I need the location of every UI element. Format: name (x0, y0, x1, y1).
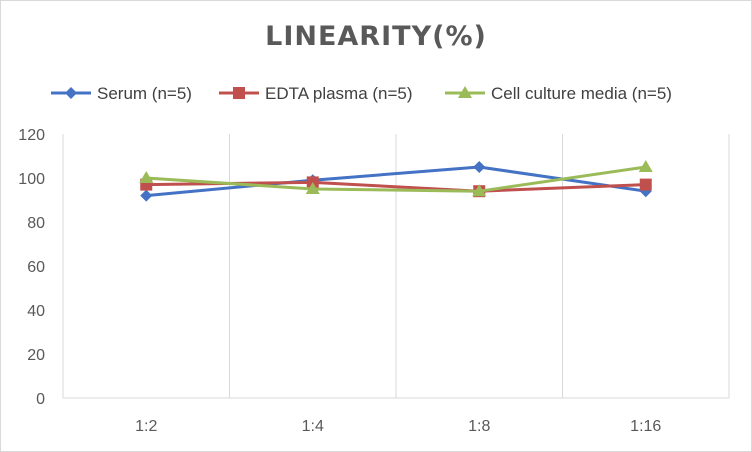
legend: Serum (n=5) EDTA plasma (n=5) Cell culture… (51, 84, 672, 103)
data-point (639, 178, 652, 191)
axis-layer: 0 20 40 60 80 100 120 1:2 1:4 1:8 1:16 (18, 127, 729, 435)
x-tick-label: 1:16 (630, 418, 661, 435)
y-tick-label: 0 (36, 391, 45, 408)
data-point (305, 182, 320, 194)
x-tick-label: 1:8 (468, 418, 490, 435)
series-layer (139, 160, 653, 202)
legend-marker (458, 86, 472, 98)
legend-marker (65, 87, 77, 99)
data-point (139, 171, 154, 183)
data-point (140, 189, 153, 202)
y-tick-label: 120 (18, 127, 45, 144)
series-line (146, 165, 646, 193)
chart-title: LINEARITY(%) (265, 21, 487, 52)
data-point (638, 160, 653, 172)
legend-label: EDTA plasma (n=5) (265, 84, 413, 103)
y-tick-label: 60 (27, 259, 45, 276)
y-tick-label: 40 (27, 303, 45, 320)
y-tick-label: 80 (27, 215, 45, 232)
x-tick-label: 1:4 (302, 418, 324, 435)
y-tick-label: 20 (27, 347, 45, 364)
data-point (472, 184, 487, 197)
legend-label: Cell culture media (n=5) (491, 84, 672, 103)
legend-marker (233, 87, 245, 99)
data-point (473, 161, 486, 173)
y-tick-label: 100 (18, 171, 45, 188)
x-tick-label: 1:2 (135, 418, 157, 435)
legend-label: Serum (n=5) (97, 84, 192, 103)
